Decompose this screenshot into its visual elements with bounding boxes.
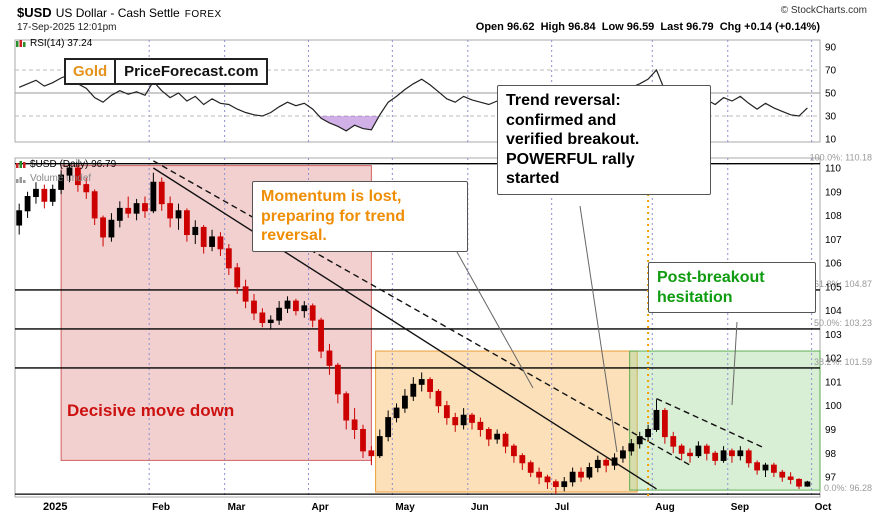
svg-text:109: 109 [825, 187, 842, 198]
svg-text:Jun: Jun [471, 502, 489, 513]
candlestick-icon [16, 160, 26, 168]
svg-text:61.8%: 104.87: 61.8%: 104.87 [814, 279, 872, 289]
svg-text:102: 102 [825, 354, 842, 365]
svg-text:100.0%: 110.18: 100.0%: 110.18 [810, 153, 872, 163]
svg-text:May: May [395, 502, 415, 513]
copyright-text: © StockCharts.com [780, 5, 867, 16]
svg-text:2025: 2025 [43, 501, 67, 513]
svg-text:103: 103 [825, 330, 842, 341]
rsi-indicator-label-row: RSI(14) 37.24 [16, 38, 92, 49]
goldpriceforecast-logo: Gold PriceForecast.com [64, 58, 269, 85]
svg-text:0.0%: 96.28: 0.0%: 96.28 [824, 483, 872, 493]
exchange-name: FOREX [184, 9, 222, 20]
svg-text:100: 100 [825, 401, 842, 412]
svg-text:104: 104 [825, 306, 842, 317]
svg-text:50: 50 [825, 89, 837, 100]
ticker-symbol: $USD [17, 5, 52, 20]
svg-text:105: 105 [825, 282, 842, 293]
annotation-post-breakout-hesitation: Post-breakout hesitation [648, 262, 816, 314]
volume-label: Volume undef [30, 173, 92, 184]
svg-text:Apr: Apr [311, 502, 328, 513]
svg-text:70: 70 [825, 66, 837, 77]
logo-gold-text: Gold [66, 60, 117, 83]
svg-text:101: 101 [825, 377, 842, 388]
annotation-trend-reversal: Trend reversal: confirmed and verified b… [497, 85, 711, 195]
quote-summary: Open 96.62 High 96.84 Low 96.59 Last 96.… [475, 21, 820, 33]
svg-text:38.2%: 101.59: 38.2%: 101.59 [814, 357, 872, 367]
chart-title-row: $USD US Dollar - Cash Settle FOREX [17, 5, 222, 20]
price-series-label: $USD (Daily) 96.79 [30, 159, 117, 170]
svg-text:90: 90 [825, 43, 837, 54]
annotation-momentum-lost: Momentum is lost, preparing for trend re… [252, 181, 468, 252]
svg-text:106: 106 [825, 259, 842, 270]
logo-site-text: PriceForecast.com [124, 63, 259, 80]
rsi-label: RSI(14) 37.24 [30, 38, 93, 49]
svg-text:107: 107 [825, 235, 842, 246]
svg-text:98: 98 [825, 449, 837, 460]
annotation-decisive-move-down: Decisive move down [67, 401, 235, 420]
svg-text:50.0%: 103.23: 50.0%: 103.23 [814, 318, 872, 328]
svg-text:Jul: Jul [555, 502, 570, 513]
svg-text:Feb: Feb [152, 502, 170, 513]
svg-text:Sep: Sep [731, 502, 749, 513]
svg-text:Aug: Aug [655, 502, 674, 513]
svg-text:30: 30 [825, 112, 837, 123]
svg-text:110: 110 [825, 163, 841, 174]
svg-text:99: 99 [825, 425, 837, 436]
instrument-name: US Dollar - Cash Settle [55, 6, 180, 20]
indicator-icon [16, 39, 26, 47]
volume-label-row: Volume undef [16, 173, 91, 184]
svg-text:10: 10 [825, 135, 837, 146]
svg-text:97: 97 [825, 473, 837, 484]
svg-text:108: 108 [825, 211, 842, 222]
svg-text:Oct: Oct [815, 502, 832, 513]
volume-bars-icon [16, 176, 26, 183]
svg-text:Mar: Mar [228, 502, 246, 513]
price-series-label-row: $USD (Daily) 96.79 [16, 159, 116, 170]
chart-timestamp: 17-Sep-2025 12:01pm [17, 22, 117, 33]
